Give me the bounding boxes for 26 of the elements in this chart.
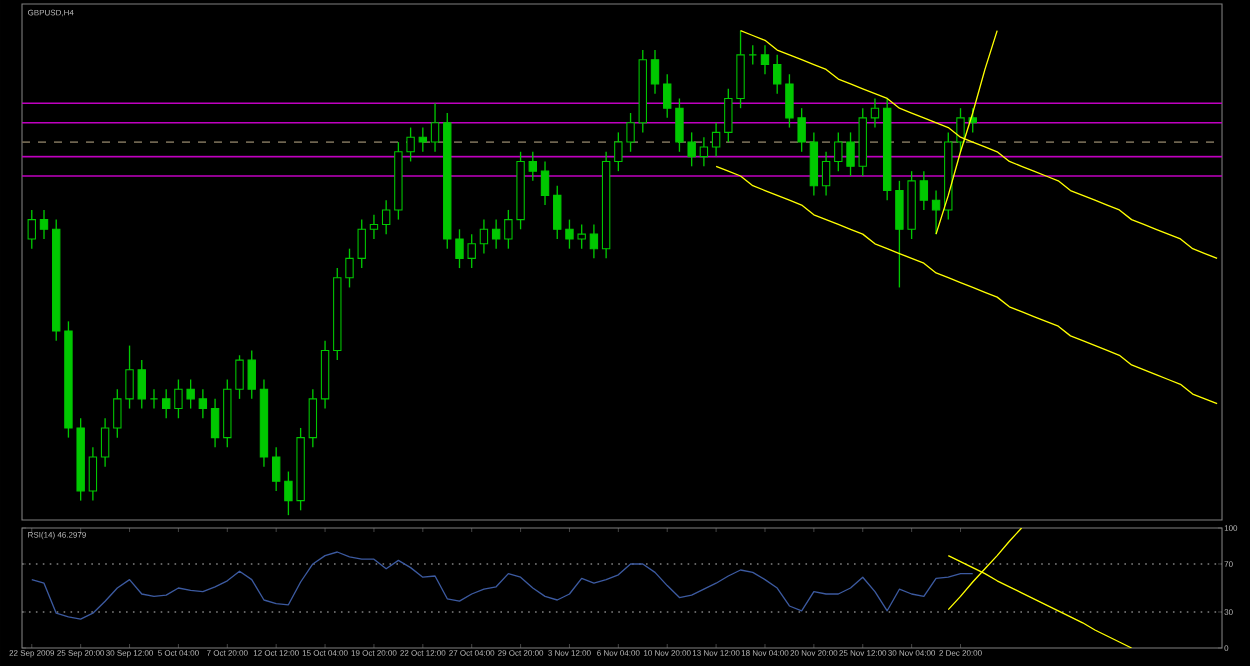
candlestick	[919, 170, 929, 211]
candlestick	[308, 388, 318, 448]
candlestick	[699, 136, 709, 167]
candlestick	[821, 151, 831, 197]
candlestick	[491, 218, 501, 250]
candlestick	[931, 189, 941, 235]
candlestick	[88, 446, 98, 502]
candlestick	[540, 160, 550, 206]
candlestick	[650, 49, 660, 95]
candlestick	[479, 218, 489, 255]
candlestick	[198, 388, 208, 419]
candlestick	[589, 223, 599, 260]
candlestick	[210, 398, 220, 448]
candlestick	[149, 388, 159, 410]
line-series	[31, 551, 974, 620]
candlestick	[27, 209, 36, 250]
candlestick	[809, 131, 819, 197]
candlestick	[418, 126, 428, 153]
candlestick	[711, 122, 721, 158]
candlestick	[369, 214, 379, 240]
candlestick	[381, 199, 391, 235]
candlestick	[760, 44, 770, 75]
candlestick	[39, 209, 49, 240]
candlestick	[100, 417, 110, 468]
candlestick	[870, 97, 880, 129]
candlestick	[430, 102, 440, 153]
